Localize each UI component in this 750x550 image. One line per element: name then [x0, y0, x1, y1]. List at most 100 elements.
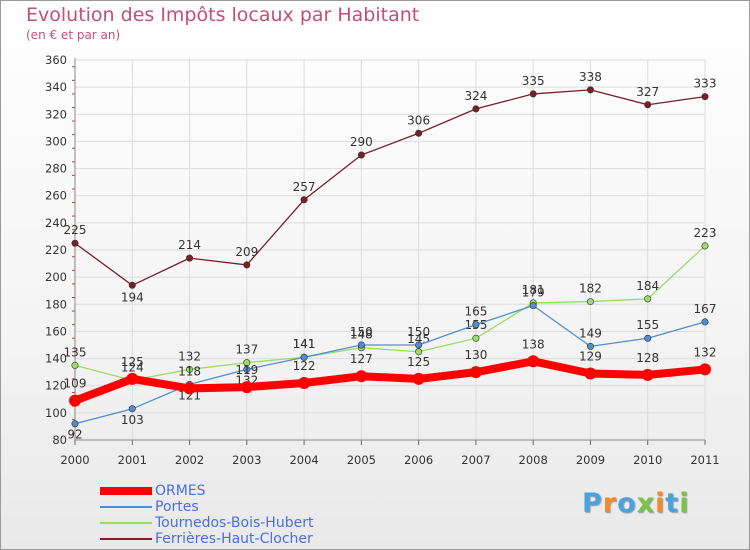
legend-swatch — [100, 506, 152, 508]
data-label: 257 — [293, 180, 316, 194]
data-label: 125 — [121, 355, 144, 369]
series-line-ferri-res-haut-clocher — [74, 89, 706, 286]
data-label: 209 — [235, 245, 258, 259]
data-label: 225 — [64, 223, 87, 237]
data-point — [300, 196, 308, 204]
data-point — [527, 355, 540, 368]
legend-swatch — [100, 538, 152, 540]
data-label: 122 — [293, 359, 316, 373]
data-point — [644, 295, 652, 303]
data-point — [472, 105, 480, 113]
y-tick-label: 320 — [45, 107, 67, 121]
data-label: 148 — [350, 328, 373, 342]
logo-letter: r — [602, 488, 618, 519]
data-point — [186, 365, 194, 373]
y-tick-label: 120 — [45, 379, 67, 393]
series-line-ormes — [71, 357, 709, 405]
data-label: 150 — [350, 325, 373, 339]
data-point — [186, 254, 194, 262]
data-label: 214 — [178, 238, 201, 252]
data-label: 137 — [235, 343, 258, 357]
data-point — [529, 302, 537, 310]
data-point — [701, 93, 709, 101]
data-label: 194 — [121, 290, 144, 304]
y-tick-label: 160 — [45, 324, 67, 338]
data-point — [298, 377, 311, 389]
data-point — [699, 363, 711, 376]
data-label: 132 — [694, 345, 717, 359]
y-tick-label: 80 — [52, 433, 67, 447]
data-point — [472, 334, 480, 342]
data-label: 125 — [407, 355, 430, 369]
data-point — [357, 341, 365, 349]
data-label: 290 — [350, 135, 373, 149]
legend-swatch — [100, 487, 152, 495]
data-label: 132 — [178, 349, 201, 363]
x-tick-label: 2004 — [289, 453, 318, 467]
data-label: 324 — [464, 89, 487, 103]
data-label: 118 — [178, 364, 201, 378]
data-point — [71, 420, 79, 428]
y-tick-label: 360 — [45, 53, 67, 67]
data-point — [71, 361, 79, 369]
data-point — [243, 359, 251, 367]
data-point — [69, 394, 81, 407]
data-label: 149 — [579, 326, 602, 340]
data-label: 141 — [293, 337, 316, 351]
data-label: 155 — [636, 318, 659, 332]
legend: ORMES Portes Tournedos-Bois-Hubert Ferrière… — [100, 483, 400, 547]
data-label: 333 — [694, 77, 717, 91]
x-tick-label: 2011 — [690, 453, 719, 467]
x-tick-label: 2009 — [576, 453, 605, 467]
proxiti-logo: Proxiti — [582, 488, 690, 519]
x-tick-label: 2005 — [347, 453, 376, 467]
data-point — [415, 129, 423, 137]
data-point — [586, 342, 594, 350]
y-tick-label: 140 — [45, 352, 67, 366]
data-label: 129 — [579, 350, 602, 364]
data-point — [586, 298, 594, 306]
data-label: 327 — [636, 85, 659, 99]
logo-letter: o — [617, 488, 637, 519]
data-point — [469, 366, 482, 379]
x-tick-label: 2010 — [633, 453, 662, 467]
logo-letter: P — [582, 488, 603, 519]
y-tick-label: 260 — [45, 189, 67, 203]
y-tick-label: 340 — [45, 80, 67, 94]
y-tick-label: 240 — [45, 216, 67, 230]
data-point — [641, 368, 654, 381]
data-label: 223 — [694, 226, 717, 240]
y-tick-label: 220 — [45, 243, 67, 257]
data-point — [529, 90, 537, 98]
data-point — [584, 367, 597, 380]
data-label: 127 — [350, 352, 373, 366]
legend-label: Tournedos-Bois-Hubert — [155, 515, 314, 531]
x-tick-label: 2007 — [461, 453, 490, 467]
logo-letter: i — [679, 488, 690, 519]
data-point — [701, 318, 709, 326]
data-point — [412, 372, 425, 385]
y-tick-label: 280 — [45, 162, 67, 176]
data-label: 338 — [579, 70, 602, 84]
series-line-portes — [74, 304, 706, 425]
data-label: 179 — [522, 286, 545, 300]
logo-letter: t — [665, 488, 680, 519]
data-label: 130 — [464, 348, 487, 362]
legend-label: ORMES — [155, 483, 206, 499]
data-label: 92 — [67, 428, 82, 442]
data-label: 165 — [464, 305, 487, 319]
data-label: 141 — [293, 337, 316, 351]
data-label: 138 — [522, 337, 545, 351]
legend-item: ORMES — [100, 483, 400, 499]
data-label: 109 — [64, 377, 87, 391]
data-label: 335 — [522, 74, 545, 88]
data-point — [243, 365, 251, 373]
data-label: 135 — [64, 345, 87, 359]
data-point — [240, 381, 253, 394]
chart-subtitle: (en € et par an) — [26, 28, 121, 42]
logo-letter: x — [636, 488, 656, 519]
data-point — [128, 405, 136, 413]
data-point — [415, 348, 423, 356]
